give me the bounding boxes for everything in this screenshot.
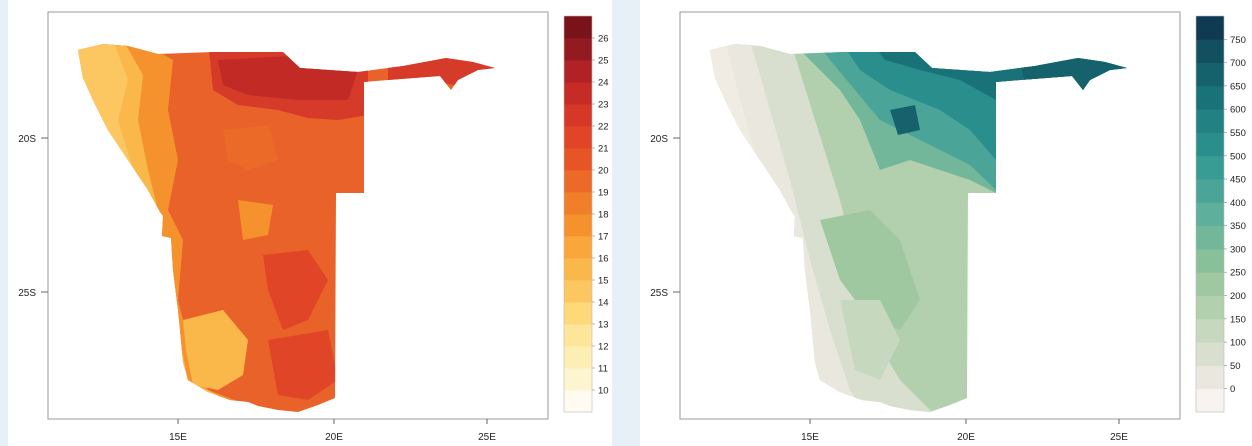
colorbar-swatch <box>1196 342 1224 366</box>
colorbar-label: 13 <box>598 320 609 331</box>
colorbar-outline <box>1195 15 1225 413</box>
plot-frame <box>679 11 1181 420</box>
colorbar-swatch <box>564 82 592 105</box>
colorbar-swatch <box>564 38 592 61</box>
colorbar-swatch <box>564 368 592 391</box>
plot-frame <box>47 11 549 420</box>
colorbar-label: 750 <box>1230 35 1246 46</box>
colorbar-label: 14 <box>598 298 609 309</box>
colorbar-label: 50 <box>1230 361 1241 372</box>
temperature-colorbar: 10 11 12 13 14 15 16 17 18 19 20 21 22 23 24 25 26 <box>563 15 609 413</box>
colorbar-label: 700 <box>1230 58 1246 69</box>
colorbar-swatch <box>1196 225 1224 250</box>
colorbar-label: 450 <box>1230 175 1246 186</box>
colorbar-label: 300 <box>1230 244 1246 255</box>
colorbar-label: 150 <box>1230 314 1246 325</box>
colorbar-label: 26 <box>598 34 609 45</box>
colorbar-label: 250 <box>1230 268 1246 279</box>
colorbar-label: 350 <box>1230 221 1246 232</box>
x-tick-label: 15E <box>169 432 187 443</box>
colorbar-swatch <box>564 16 592 39</box>
precipitation-map-svg: 15E 20E 25E 20S 25S 0 50 100 150 200 250 300 35… <box>650 11 1246 443</box>
colorbar-swatch <box>564 236 592 259</box>
colorbar-label: 23 <box>598 100 609 111</box>
colorbar-label: 17 <box>598 232 609 243</box>
colorbar-label: 15 <box>598 276 609 287</box>
colorbar-swatch <box>1196 132 1224 157</box>
colorbar-swatch <box>1196 109 1224 133</box>
colorbar-swatch <box>564 60 592 83</box>
colorbar-label: 10 <box>598 386 609 397</box>
y-tick-label: 25S <box>650 288 668 299</box>
y-tick-label: 25S <box>18 288 36 299</box>
colorbar-swatch <box>564 192 592 215</box>
colorbar-swatch <box>1196 179 1224 203</box>
x-tick-label: 15E <box>801 432 819 443</box>
precipitation-colorbar: 0 50 100 150 200 250 300 350 400 450 500 550 600 650 7… <box>1195 15 1246 413</box>
colorbar-label: 600 <box>1230 105 1246 116</box>
colorbar-label: 18 <box>598 210 609 221</box>
colorbar-label: 16 <box>598 254 609 265</box>
y-tick-label: 20S <box>650 134 668 145</box>
colorbar-swatch <box>1196 248 1224 273</box>
x-tick-label: 25E <box>1110 432 1128 443</box>
precipitation-contour-fill <box>710 44 1127 412</box>
colorbar-swatch <box>1196 202 1224 227</box>
colorbar-swatch <box>1196 16 1224 40</box>
colorbar-swatch <box>1196 365 1224 390</box>
colorbar-label: 20 <box>598 166 609 177</box>
colorbar-swatch <box>1196 295 1224 320</box>
colorbar-label: 19 <box>598 188 609 199</box>
colorbar-swatch <box>1196 39 1224 63</box>
precipitation-map-panel: 15E 20E 25E 20S 25S 0 50 100 150 200 250 300 35… <box>640 0 1252 446</box>
colorbar-swatch <box>564 148 592 171</box>
colorbar-swatch <box>1196 272 1224 296</box>
colorbar-label: 400 <box>1230 198 1246 209</box>
colorbar-label: 21 <box>598 144 609 155</box>
colorbar-label: 11 <box>598 364 608 375</box>
colorbar-swatch <box>564 170 592 193</box>
colorbar-swatch <box>1196 388 1224 413</box>
colorbar-swatch <box>564 280 592 303</box>
colorbar-swatch <box>1196 85 1224 110</box>
colorbar-swatch <box>564 214 592 237</box>
x-tick-label: 25E <box>478 432 496 443</box>
colorbar-label: 22 <box>598 122 609 133</box>
colorbar-label: 500 <box>1230 151 1246 162</box>
colorbar-swatch <box>564 346 592 369</box>
temperature-map-panel: 15E 20E 25E 20S 25S 10 11 12 13 14 15 16 17 18 19… <box>8 0 612 446</box>
temperature-map-svg: 15E 20E 25E 20S 25S 10 11 12 13 14 15 16 17 18 19… <box>18 11 609 443</box>
colorbar-label: 550 <box>1230 128 1246 139</box>
colorbar-swatch <box>564 258 592 281</box>
colorbar-swatch <box>564 104 592 127</box>
colorbar-swatch <box>1196 318 1224 343</box>
colorbar-label: 100 <box>1230 338 1246 349</box>
colorbar-swatch <box>564 302 592 325</box>
colorbar-swatch <box>564 324 592 347</box>
colorbar-swatch <box>564 390 592 413</box>
colorbar-swatch <box>1196 155 1224 180</box>
y-tick-label: 20S <box>18 134 36 145</box>
colorbar-label: 24 <box>598 78 609 89</box>
colorbar-label: 0 <box>1230 384 1235 395</box>
colorbar-swatch <box>564 126 592 149</box>
colorbar-label: 12 <box>598 342 609 353</box>
x-tick-label: 20E <box>957 432 975 443</box>
colorbar-label: 200 <box>1230 291 1246 302</box>
temperature-contour-fill <box>78 44 495 412</box>
colorbar-label: 25 <box>598 56 609 67</box>
x-tick-label: 20E <box>325 432 343 443</box>
colorbar-label: 650 <box>1230 81 1246 92</box>
colorbar-swatch <box>1196 62 1224 87</box>
